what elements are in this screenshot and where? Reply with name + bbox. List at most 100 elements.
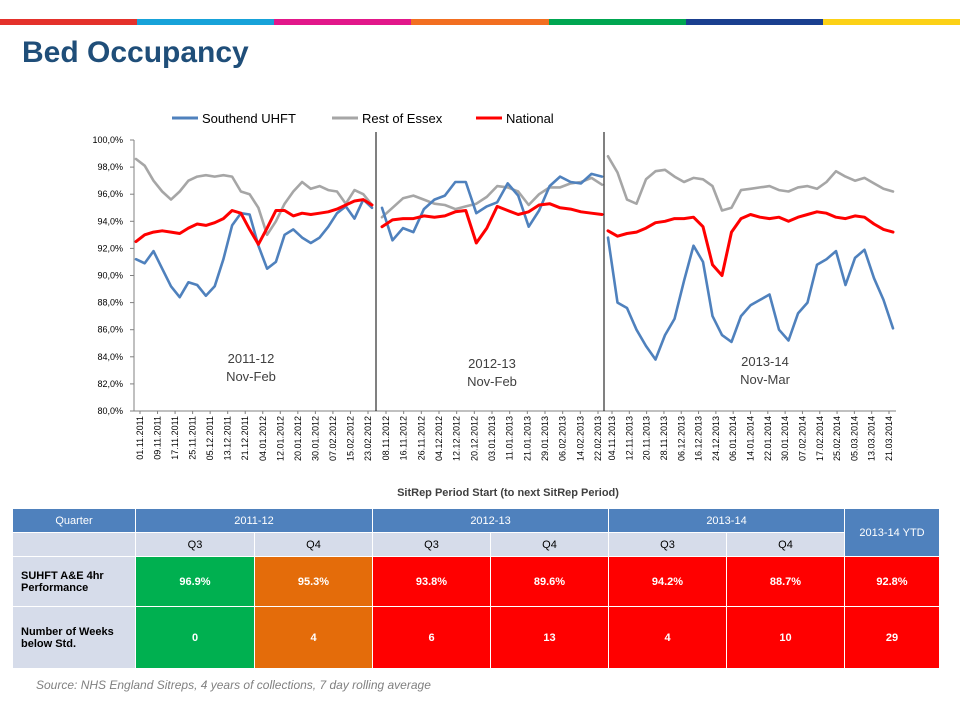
x-tick-label: 12.12.2012 xyxy=(452,416,462,461)
series-line-southend xyxy=(380,172,604,242)
x-tick-label: 05.12.2011 xyxy=(205,416,215,460)
x-tick-label: 06.01.2014 xyxy=(728,416,738,461)
performance-table: Quarter 2011-12 2012-13 2013-14 2013-14 … xyxy=(12,508,940,669)
x-tick-label: 17.11.2011 xyxy=(170,416,180,460)
table-header-quarter-cell: Q4 xyxy=(726,532,845,557)
y-tick-label: 82,0% xyxy=(97,379,123,389)
series-line-rest-of-essex xyxy=(606,155,895,212)
series-line-rest-of-essex xyxy=(134,157,374,237)
top-bar-segment xyxy=(411,19,550,25)
table-cell: 10 xyxy=(726,606,845,669)
y-tick-label: 94,0% xyxy=(97,216,123,226)
x-tick-label: 23.02.2012 xyxy=(363,416,373,461)
x-tick-label: 06.02.2013 xyxy=(558,416,568,461)
table-cell: 4 xyxy=(608,606,727,669)
table-header-quarter-cell: Q4 xyxy=(490,532,609,557)
x-tick-label: 06.12.2013 xyxy=(676,416,686,461)
x-tick-label: 25.11.2011 xyxy=(188,416,198,460)
table-cell: 13 xyxy=(490,606,609,669)
legend-label: Rest of Essex xyxy=(362,111,443,126)
top-bar-segment xyxy=(548,19,687,25)
page-title: Bed Occupancy xyxy=(22,36,249,69)
x-tick-label: 28.11.2013 xyxy=(659,416,669,460)
row-label: Number of Weeks below Std. xyxy=(12,606,136,669)
table-cell: 88.7% xyxy=(726,556,845,607)
x-tick-label: 04.12.2012 xyxy=(434,416,444,461)
x-tick-label: 09.11.2011 xyxy=(153,416,163,460)
x-tick-label: 22.01.2014 xyxy=(763,416,773,461)
x-tick-label: 05.03.2014 xyxy=(849,416,859,461)
x-tick-label: 04.11.2013 xyxy=(607,416,617,460)
y-tick-label: 86,0% xyxy=(97,325,123,335)
table-cell-ytd: 92.8% xyxy=(844,556,940,607)
table-header-quarter-cell: Q3 xyxy=(372,532,491,557)
x-tick-label: 21.01.2013 xyxy=(522,416,532,461)
x-tick-label: 13.12.2011 xyxy=(223,416,233,460)
y-axis: 80,0% 82,0% 84,0% 86,0% 88,0% 90,0% 92,0% 94,0%… xyxy=(92,135,135,416)
top-bar-segment xyxy=(137,19,276,25)
x-tick-label: 14.02.2013 xyxy=(575,416,585,461)
row-label: SUHFT A&E 4hr Performance xyxy=(12,556,136,607)
x-tick-label: 16.11.2012 xyxy=(399,416,409,460)
series-line-southend xyxy=(606,236,895,361)
plot-area: 01.11.2011 09.11.2011 17.11.2011 25.11.2011… xyxy=(134,132,896,461)
y-tick-label: 98,0% xyxy=(97,162,123,172)
table-row: Number of Weeks below Std. 0 4 6 13 4 10… xyxy=(12,606,940,669)
table-cell: 89.6% xyxy=(490,556,609,607)
x-tick-label: 16.12.2013 xyxy=(694,416,704,461)
table-header-quarter-cell: Q3 xyxy=(135,532,255,557)
table-header-ytd: 2013-14 YTD xyxy=(844,508,940,557)
table-header-year: 2013-14 xyxy=(608,508,845,533)
x-tick-label: 13.03.2014 xyxy=(867,416,877,461)
x-axis-label: SitRep Period Start (to next SitRep Peri… xyxy=(397,487,619,499)
panel-2011-12: 01.11.2011 09.11.2011 17.11.2011 25.11.2011… xyxy=(134,157,374,461)
top-bar-segment xyxy=(822,19,960,25)
y-tick-label: 100,0% xyxy=(92,135,123,145)
y-tick-label: 92,0% xyxy=(97,243,123,253)
period-label: 2013-14 xyxy=(741,354,789,369)
chart-legend: Southend UHFT Rest of Essex National xyxy=(172,111,554,126)
x-tick-label: 30.01.2014 xyxy=(780,416,790,461)
table-header-year: 2011-12 xyxy=(135,508,373,533)
table-row: SUHFT A&E 4hr Performance 96.9% 95.3% 93… xyxy=(12,556,940,607)
x-tick-label: 24.12.2013 xyxy=(711,416,721,461)
table-header-quarter: Quarter xyxy=(12,508,136,533)
series-line-rest-of-essex xyxy=(380,176,604,219)
table-cell: 6 xyxy=(372,606,491,669)
x-tick-label: 12.11.2013 xyxy=(624,416,634,460)
period-label: 2012-13 xyxy=(468,356,516,371)
x-tick-label: 12.01.2012 xyxy=(275,416,285,461)
x-tick-label: 17.02.2014 xyxy=(815,416,825,461)
table-corner-cell xyxy=(12,532,136,557)
x-tick-label: 21.12.2011 xyxy=(240,416,250,460)
x-tick-label: 03.01.2013 xyxy=(487,416,497,461)
x-tick-label: 22.02.2013 xyxy=(593,416,603,461)
bed-occupancy-chart: Southend UHFT Rest of Essex National 80,0%… xyxy=(92,111,896,499)
series-line-southend xyxy=(134,198,374,299)
table-header-year: 2012-13 xyxy=(372,508,609,533)
table-cell: 0 xyxy=(135,606,255,669)
table-cell: 95.3% xyxy=(254,556,373,607)
y-tick-label: 88,0% xyxy=(97,298,123,308)
y-tick-label: 84,0% xyxy=(97,352,123,362)
top-bar-segment xyxy=(685,19,824,25)
y-tick-label: 80,0% xyxy=(97,406,123,416)
x-tick-label: 21.03.2014 xyxy=(884,416,894,461)
table-cell: 94.2% xyxy=(608,556,727,607)
period-label: Nov-Mar xyxy=(740,372,791,387)
series-line-national xyxy=(380,202,604,245)
legend-label: National xyxy=(506,111,554,126)
x-tick-label: 11.01.2013 xyxy=(505,416,515,460)
source-note: Source: NHS England Sitreps, 4 years of … xyxy=(36,678,431,692)
x-tick-label: 04.01.2012 xyxy=(258,416,268,461)
x-tick-label: 15.02.2012 xyxy=(345,416,355,461)
series-line-national xyxy=(606,210,895,277)
table-header-quarter-cell: Q4 xyxy=(254,532,373,557)
table-cell: 4 xyxy=(254,606,373,669)
y-tick-label: 90,0% xyxy=(97,271,123,281)
top-color-bar xyxy=(0,19,960,25)
x-tick-label: 26.11.2012 xyxy=(416,416,426,460)
panel-2012-13: 08.11.2012 16.11.2012 26.11.2012 04.12.2012… xyxy=(380,172,604,461)
top-bar-segment xyxy=(0,19,139,25)
legend-label: Southend UHFT xyxy=(202,111,296,126)
